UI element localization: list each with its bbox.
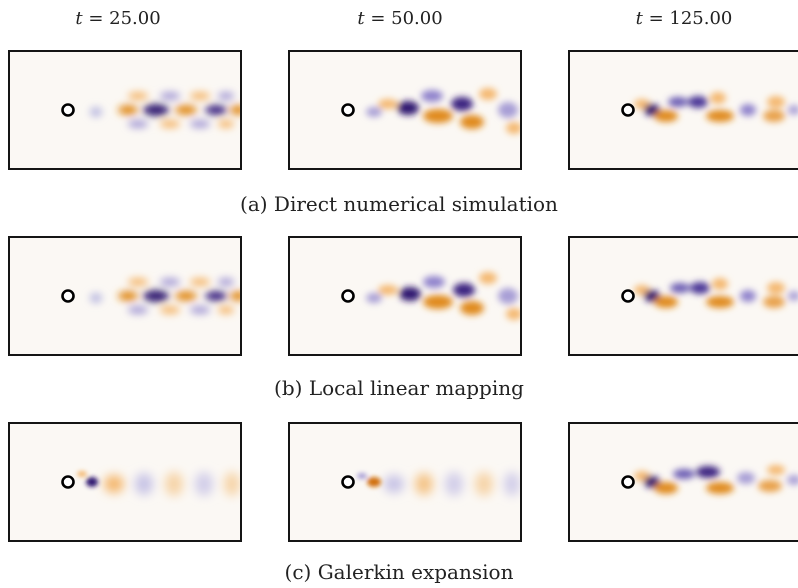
- cylinder: [61, 475, 75, 489]
- vorticity-field: [621, 92, 798, 122]
- vorticity-field: [621, 278, 798, 308]
- vorticity-field: [61, 278, 240, 314]
- panel-dns-t25: [8, 50, 242, 170]
- cylinder: [621, 103, 635, 117]
- cylinder: [621, 289, 635, 303]
- panel-galerkin-t125: [568, 422, 798, 542]
- caption-dns: (a) Direct numerical simulation: [240, 192, 558, 216]
- panel-galerkin-t50: [288, 422, 522, 542]
- vorticity-field: [621, 465, 798, 494]
- vorticity-field: [61, 92, 240, 128]
- time-variable: t: [75, 8, 83, 29]
- panel-dns-t50: [288, 50, 522, 170]
- time-variable: t: [357, 8, 365, 29]
- time-value: = 25.00: [88, 8, 161, 29]
- caption-galerkin: (c) Galerkin expansion: [284, 560, 514, 584]
- column-title-t25: t = 25.00: [8, 8, 228, 29]
- cylinder: [61, 289, 75, 303]
- vorticity-field: [341, 88, 520, 134]
- cylinder: [341, 103, 355, 117]
- vorticity-field: [61, 471, 240, 496]
- panel-llm-t50: [288, 236, 522, 356]
- vorticity-field: [341, 472, 520, 496]
- column-title-t50: t = 50.00: [290, 8, 510, 29]
- time-value: = 125.00: [648, 8, 733, 29]
- panel-galerkin-t25: [8, 422, 242, 542]
- panel-llm-t125: [568, 236, 798, 356]
- time-variable: t: [635, 8, 643, 29]
- caption-llm: (b) Local linear mapping: [274, 376, 524, 400]
- cylinder: [341, 475, 355, 489]
- panel-dns-t125: [568, 50, 798, 170]
- column-title-t125: t = 125.00: [574, 8, 794, 29]
- cylinder: [61, 103, 75, 117]
- panel-llm-t25: [8, 236, 242, 356]
- cylinder: [621, 475, 635, 489]
- vorticity-field: [341, 272, 520, 320]
- cylinder: [341, 289, 355, 303]
- time-value: = 50.00: [370, 8, 443, 29]
